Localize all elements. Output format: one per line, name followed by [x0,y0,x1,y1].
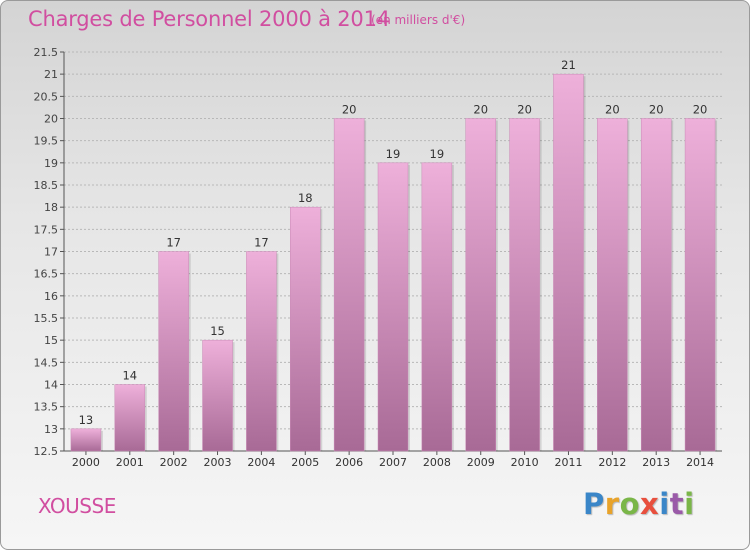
y-tick-label: 16 [44,290,58,303]
brand-letter: o [619,487,641,521]
brand-letter: P [583,487,605,521]
bar [202,339,233,452]
bar [597,118,628,452]
x-tick-label: 2005 [291,456,319,469]
y-tick-label: 14.5 [34,356,59,369]
chart-subtitle: (en milliers d'€) [371,13,466,27]
y-tick-label: 19 [44,157,58,170]
y-tick-label: 19.5 [34,135,59,148]
bar [246,251,277,452]
bar [640,118,672,452]
x-tick-label: 2004 [247,456,275,469]
y-tick-label: 21 [44,68,58,81]
bar [465,118,496,452]
bar-value-label: 17 [166,236,181,250]
x-tick-label: 2014 [686,456,714,469]
y-tick-label: 17 [44,246,58,259]
labels: 12.5 13 13.5 14 14.5 15 15.5 16 16.5 17 17.5 18 18.5… [34,46,715,469]
bar-value-label: 20 [342,103,357,117]
bar [333,118,365,452]
y-tick-label: 13 [44,423,58,436]
y-tick-label: 12.5 [34,445,59,458]
bar-value-label: 20 [693,103,708,117]
bar [290,206,321,452]
bar-value-label: 19 [386,147,401,161]
bar-value-label: 20 [649,103,664,117]
bar [421,162,453,452]
x-tick-label: 2009 [467,456,495,469]
brand-letter: i [659,487,670,521]
y-tick-label: 17.5 [34,223,59,236]
x-tick-label: 2012 [598,456,626,469]
brand-letter: r [604,487,620,521]
x-tick-label: 2013 [642,456,670,469]
y-tick-label: 20 [44,113,58,126]
bar [553,73,584,452]
bar [158,251,189,452]
bar-value-label: 15 [210,324,225,338]
bar-value-label: 20 [517,103,532,117]
bar [684,118,716,452]
y-tick-label: 13.5 [34,401,59,414]
bar [377,162,409,452]
y-tick-label: 15 [44,334,58,347]
y-tick-label: 21.5 [34,46,59,59]
bar [114,384,146,452]
y-tick-label: 20.5 [34,90,59,103]
bar-value-label: 17 [254,236,269,250]
bar-value-label: 20 [473,103,488,117]
x-tick-label: 2010 [511,456,539,469]
brand-logo: Proxiti [583,487,695,521]
x-tick-label: 2000 [72,456,100,469]
bar-value-label: 20 [605,103,620,117]
bar [509,118,540,452]
x-tick-label: 2007 [379,456,407,469]
bar-value-label: 19 [430,147,445,161]
bar-value-label: 21 [561,58,576,72]
y-tick-label: 16.5 [34,268,59,281]
commune-name: XOUSSE [38,494,116,518]
bar-value-label: 18 [298,191,313,205]
chart-title: Charges de Personnel 2000 à 2014 [28,7,390,31]
bars [70,73,718,452]
brand-letter: t [669,487,685,521]
brand-letter: x [640,487,660,521]
x-tick-label: 2002 [160,456,188,469]
x-tick-label: 2008 [423,456,451,469]
bar-value-label: 14 [122,369,137,383]
bar-value-label: 13 [79,413,94,427]
bar [70,428,102,452]
x-tick-label: 2003 [204,456,232,469]
y-tick-label: 18 [44,201,58,214]
y-tick-label: 15.5 [34,312,59,325]
y-tick-label: 14 [44,379,58,392]
brand-letter: i [684,487,695,521]
x-tick-label: 2006 [335,456,363,469]
x-tick-label: 2011 [554,456,582,469]
x-tick-label: 2001 [116,456,144,469]
y-tick-label: 18.5 [34,179,59,192]
